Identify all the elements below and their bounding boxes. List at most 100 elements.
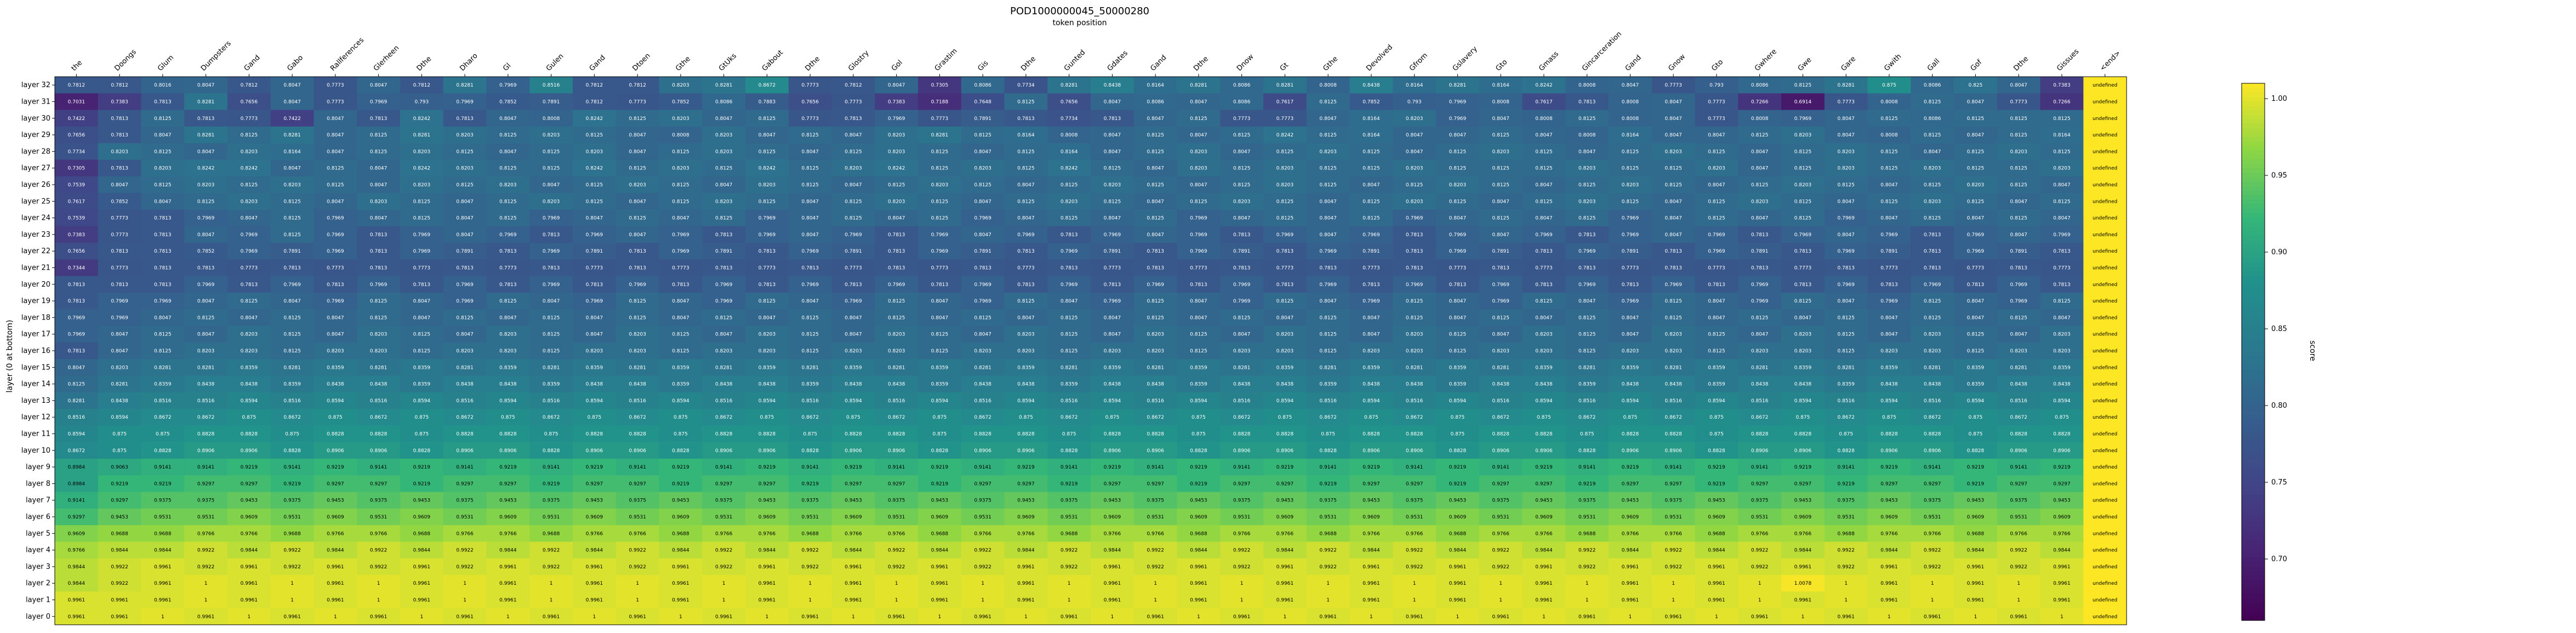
cell-value-label: 0.9141 <box>543 465 560 470</box>
cell-value-label: 0.9922 <box>456 548 474 554</box>
cell-value-label: 0.8516 <box>1492 398 1509 404</box>
heatmap-cell <box>875 110 919 127</box>
heatmap-cell <box>875 392 919 409</box>
cell-value-label: 0.8828 <box>370 432 387 437</box>
heatmap-cell <box>918 209 962 227</box>
heatmap-cell <box>98 93 141 111</box>
cell-value-label: 0.7969 <box>283 282 301 288</box>
cell-value-label: 0.7969 <box>1406 282 1423 288</box>
heatmap-cell <box>486 392 530 409</box>
cell-value-label: 0.9688 <box>111 531 128 537</box>
heatmap-cell <box>918 375 962 393</box>
heatmap-cell <box>227 375 271 393</box>
cell-value-label: 0.7344 <box>68 265 86 271</box>
cell-value-label: 0.8281 <box>197 99 215 105</box>
heatmap-cell <box>659 342 703 360</box>
cell-value-label: 0.7813 <box>759 282 776 288</box>
cell-value-label: 0.9219 <box>1622 465 1639 470</box>
cell-value-label: 0.8047 <box>327 133 344 138</box>
heatmap-cell <box>443 159 487 177</box>
cell-value-label: 0.8047 <box>543 299 560 304</box>
cell-value-label: 0.8203 <box>456 349 474 354</box>
cell-value-label: 0.8203 <box>715 133 733 138</box>
cell-value-label: 0.875 <box>1968 415 1982 420</box>
heatmap-cell <box>227 243 271 260</box>
heatmap-cell <box>1263 375 1307 393</box>
cell-value-label: 0.8125 <box>2010 216 2027 221</box>
cell-value-label: 0.8438 <box>111 398 128 404</box>
cell-value-label: 0.8125 <box>241 183 258 188</box>
heatmap-cell <box>2040 93 2084 111</box>
heatmap-cell <box>2083 176 2127 193</box>
heatmap-cell <box>573 126 617 144</box>
cell-value-label: 0.7813 <box>672 282 689 288</box>
heatmap-cell <box>745 375 789 393</box>
cell-value-label: 0.9219 <box>1837 481 1855 487</box>
cell-value-label: 0.8047 <box>1665 99 1682 105</box>
cell-value-label: 0.7969 <box>1319 249 1337 254</box>
x-tick-label: GtUks <box>717 52 738 72</box>
cell-value-label: 0.9375 <box>1147 498 1164 504</box>
cell-value-label: 0.7891 <box>1233 249 1251 254</box>
heatmap-cell <box>1738 276 1782 293</box>
cell-value-label: 0.9141 <box>1578 465 1596 470</box>
cell-value-label: 0.8047 <box>1708 299 1725 304</box>
cell-value-label: 0.8125 <box>1535 149 1553 155</box>
heatmap-cell <box>1911 143 1954 161</box>
cell-value-label: 0.9609 <box>241 515 258 520</box>
cell-value-label: 0.7813 <box>111 116 128 122</box>
cell-value-label: 0.7891 <box>456 249 474 254</box>
cell-value-label: 0.7969 <box>1190 249 1207 254</box>
heatmap-cell <box>141 226 185 243</box>
cell-value-label: 0.7969 <box>499 83 517 88</box>
cell-value-label: 0.9453 <box>1967 498 1985 504</box>
heatmap-cell <box>2040 309 2084 327</box>
heatmap-cell <box>831 292 875 310</box>
heatmap-cell <box>1522 209 1566 227</box>
cell-value-label: 0.8906 <box>586 448 603 454</box>
cell-value-label: 0.7969 <box>845 232 862 238</box>
heatmap-cell <box>1695 276 1739 293</box>
heatmap-cell <box>443 209 487 227</box>
heatmap-cell <box>2040 276 2084 293</box>
heatmap-cell <box>184 309 228 327</box>
heatmap-cell <box>1651 309 1695 327</box>
cell-value-label: 0.8047 <box>1880 315 1898 321</box>
cell-value-label: 0.9922 <box>283 548 301 554</box>
cell-value-label: 0.9531 <box>154 515 172 520</box>
heatmap-cell <box>1436 259 1480 277</box>
cell-value-label: 0.9609 <box>1708 515 1725 520</box>
cell-value-label: 0.7773 <box>1276 116 1294 122</box>
heatmap-cell <box>1436 375 1480 393</box>
cell-value-label: 0.8672 <box>801 415 819 420</box>
heatmap-cell <box>1004 326 1048 343</box>
heatmap-cell <box>314 143 357 161</box>
heatmap-cell <box>1609 243 1652 260</box>
heatmap-cell <box>2083 243 2127 260</box>
colorbar-segment <box>2242 454 2265 460</box>
heatmap-cell <box>1047 93 1091 111</box>
heatmap-cell <box>659 292 703 310</box>
cell-value-label: 0.8281 <box>1190 83 1207 88</box>
heatmap-cell <box>918 126 962 144</box>
cell-value-label: 0.8672 <box>68 448 86 454</box>
heatmap-cell <box>486 375 530 393</box>
cell-value-label: 0.9961 <box>413 564 431 570</box>
cell-value-label: 0.7969 <box>1751 299 1769 304</box>
cell-value-label: 0.8516 <box>1319 398 1337 404</box>
cell-value-label: 0.9961 <box>1880 564 1898 570</box>
y-tick-label: layer 0 <box>26 613 50 621</box>
x-tick-label: Gto <box>1494 58 1509 73</box>
cell-value-label: 0.8047 <box>197 149 215 155</box>
colorbar-segment <box>2242 181 2265 187</box>
cell-value-label: 0.9141 <box>456 465 474 470</box>
cell-value-label: 0.875 <box>1882 415 1896 420</box>
cell-value-label: 0.8984 <box>68 481 86 487</box>
heatmap-cell <box>961 326 1005 343</box>
cell-value-label: 0.7617 <box>1535 99 1553 105</box>
cell-value-label: 0.8008 <box>1622 99 1639 105</box>
cell-value-label: 0.8359 <box>931 365 949 370</box>
heatmap-cell <box>1609 342 1652 360</box>
colorbar-segment <box>2242 280 2265 286</box>
cell-value-label: 0.7813 <box>1535 282 1553 288</box>
